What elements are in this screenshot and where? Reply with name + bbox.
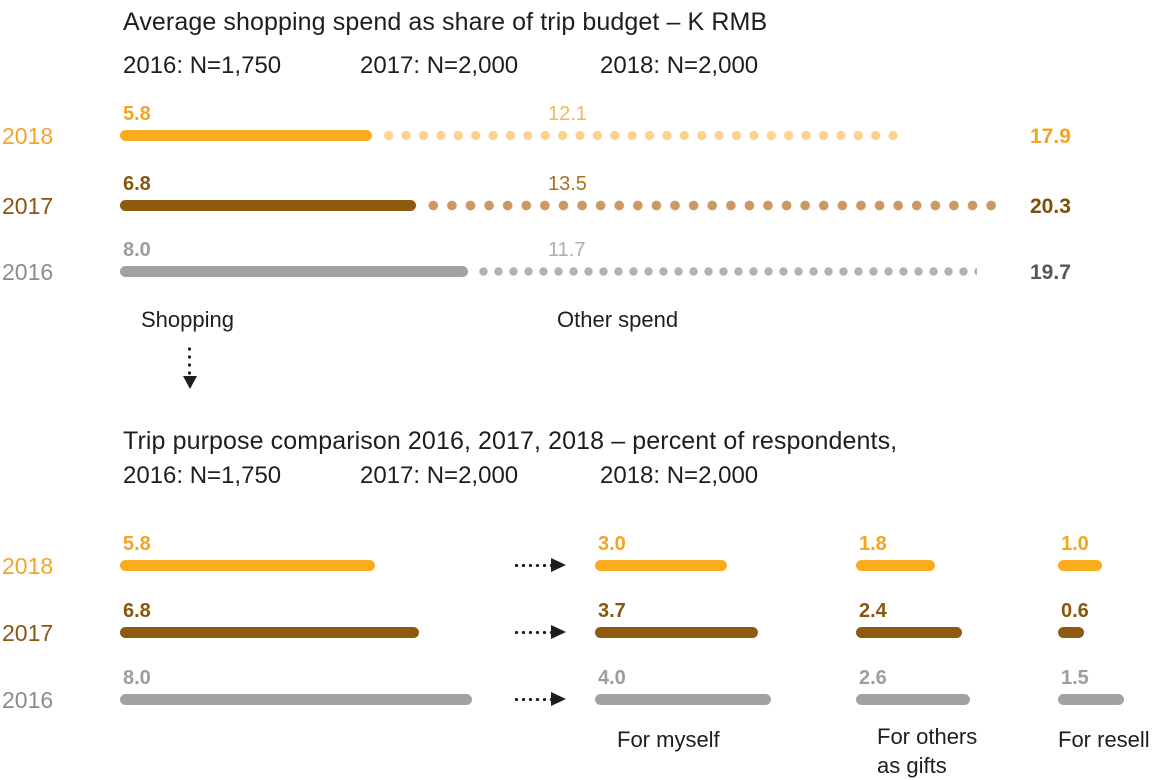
- right-arrow-head: [551, 558, 566, 572]
- group-label-for-myself: For myself: [617, 727, 720, 752]
- for-myself-bar: [595, 627, 758, 638]
- right-arrow-head: [551, 692, 566, 706]
- for-resell-value: 1.5: [1061, 667, 1089, 689]
- sample-size-2016: 2016: N=1,750: [123, 52, 282, 79]
- group-label-for-resell: For resell: [1058, 727, 1150, 752]
- total-value: 19.7: [1030, 261, 1071, 284]
- for-others-value: 2.4: [859, 600, 887, 622]
- for-resell-value: 1.0: [1061, 533, 1089, 555]
- year-label-2016: 2016: [2, 687, 54, 713]
- right-arrow-line: [513, 564, 551, 567]
- trip-purpose-chart-title: Trip purpose comparison 2016, 2017, 2018…: [123, 427, 898, 455]
- for-others-value: 1.8: [859, 533, 887, 555]
- year-label-2016: 2016: [2, 259, 54, 285]
- other-spend-dotted-bar: [380, 130, 899, 141]
- year-label-2018: 2018: [2, 553, 54, 579]
- shopping-bar: [120, 694, 472, 705]
- year-label-2017: 2017: [2, 620, 54, 646]
- right-arrow-head: [551, 625, 566, 639]
- shopping-series-label: Shopping: [141, 307, 234, 332]
- shopping-value: 5.8: [123, 533, 151, 555]
- shopping-bar: [120, 560, 376, 571]
- for-resell-bar: [1058, 560, 1102, 571]
- for-resell-bar: [1058, 627, 1085, 638]
- down-arrow-head: [183, 376, 197, 389]
- for-resell-value: 0.6: [1061, 600, 1089, 622]
- shopping-value: 6.8: [123, 173, 151, 195]
- shopping-bar: [120, 627, 420, 638]
- down-arrow-line: [188, 345, 191, 376]
- for-others-bar: [856, 627, 962, 638]
- sample-size-2018: 2018: N=2,000: [600, 462, 759, 489]
- for-myself-value: 3.7: [598, 600, 626, 622]
- for-myself-value: 3.0: [598, 533, 626, 555]
- shopping-value: 5.8: [123, 103, 151, 125]
- other-spend-dotted-bar: [423, 200, 1004, 211]
- other-spend-value: 11.7: [548, 239, 586, 261]
- for-myself-bar: [595, 560, 727, 571]
- sample-size-2017: 2017: N=2,000: [360, 462, 519, 489]
- shopping-bar: [120, 130, 373, 141]
- sample-size-2016: 2016: N=1,750: [123, 462, 282, 489]
- for-others-value: 2.6: [859, 667, 887, 689]
- year-label-2017: 2017: [2, 193, 54, 219]
- shopping-value: 6.8: [123, 600, 151, 622]
- year-label-2018: 2018: [2, 123, 54, 149]
- for-myself-bar: [595, 694, 771, 705]
- shopping-bar: [120, 266, 468, 277]
- shopping-bar: [120, 200, 416, 211]
- for-resell-bar: [1058, 694, 1124, 705]
- for-others-bar: [856, 694, 971, 705]
- total-value: 17.9: [1030, 125, 1071, 148]
- other-spend-series-label: Other spend: [557, 307, 679, 332]
- total-value: 20.3: [1030, 195, 1071, 218]
- for-others-bar: [856, 560, 936, 571]
- group-label-for-others-as-gifts: For others as gifts: [877, 724, 978, 778]
- other-spend-dotted-bar: [476, 266, 977, 277]
- sample-size-2017: 2017: N=2,000: [360, 52, 519, 79]
- other-spend-value: 12.1: [548, 103, 587, 125]
- for-myself-value: 4.0: [598, 667, 626, 689]
- other-spend-value: 13.5: [548, 173, 587, 195]
- spend-chart-title: Average shopping spend as share of trip …: [123, 8, 768, 36]
- shopping-value: 8.0: [123, 667, 151, 689]
- sample-size-2018: 2018: N=2,000: [600, 52, 759, 79]
- right-arrow-line: [513, 631, 551, 634]
- right-arrow-line: [513, 698, 551, 701]
- shopping-value: 8.0: [123, 239, 151, 261]
